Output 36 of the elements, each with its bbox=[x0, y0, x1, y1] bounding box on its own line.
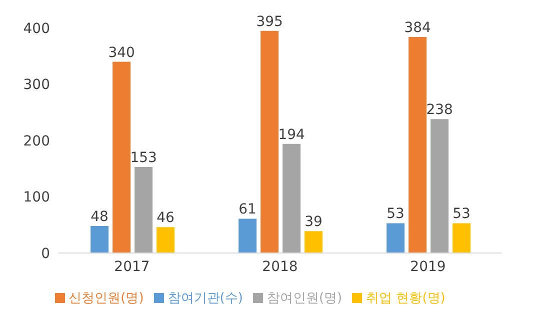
bar bbox=[304, 231, 323, 253]
bar bbox=[408, 37, 427, 253]
bar bbox=[134, 166, 153, 253]
data-label: 340 bbox=[108, 44, 135, 61]
data-label: 395 bbox=[256, 14, 283, 30]
x-tick-label: 2019 bbox=[410, 258, 446, 275]
y-tick-label: 100 bbox=[23, 190, 50, 206]
data-label: 53 bbox=[386, 206, 404, 222]
bar bbox=[112, 62, 131, 253]
x-tick-label: 2017 bbox=[114, 258, 150, 275]
bar bbox=[430, 119, 449, 253]
legend-label: 참여기관(수) bbox=[168, 291, 243, 306]
legend-label: 취업 현황(명) bbox=[366, 291, 446, 306]
legend-label: 신청인원(명) bbox=[68, 291, 144, 306]
y-tick-label: 400 bbox=[23, 20, 50, 37]
bar bbox=[282, 144, 301, 253]
data-label: 238 bbox=[426, 102, 453, 118]
bar bbox=[156, 227, 175, 253]
y-tick-label: 200 bbox=[23, 133, 50, 150]
bar bbox=[260, 30, 279, 253]
bar bbox=[90, 226, 109, 253]
data-label: 39 bbox=[304, 214, 322, 230]
data-label: 48 bbox=[90, 209, 108, 225]
y-tick-label: 0 bbox=[41, 246, 50, 262]
data-label: 194 bbox=[278, 126, 306, 143]
x-tick-label: 2018 bbox=[262, 258, 298, 275]
data-label: 61 bbox=[238, 202, 256, 218]
y-tick-label: 300 bbox=[23, 77, 50, 94]
bar bbox=[238, 218, 257, 253]
legend-label: 참여인원(명) bbox=[266, 291, 342, 306]
bar bbox=[452, 223, 471, 253]
data-label: 153 bbox=[130, 150, 157, 166]
bar bbox=[386, 223, 405, 253]
data-label: 384 bbox=[404, 20, 432, 36]
data-label: 46 bbox=[156, 210, 175, 226]
data-label: 53 bbox=[452, 206, 470, 222]
